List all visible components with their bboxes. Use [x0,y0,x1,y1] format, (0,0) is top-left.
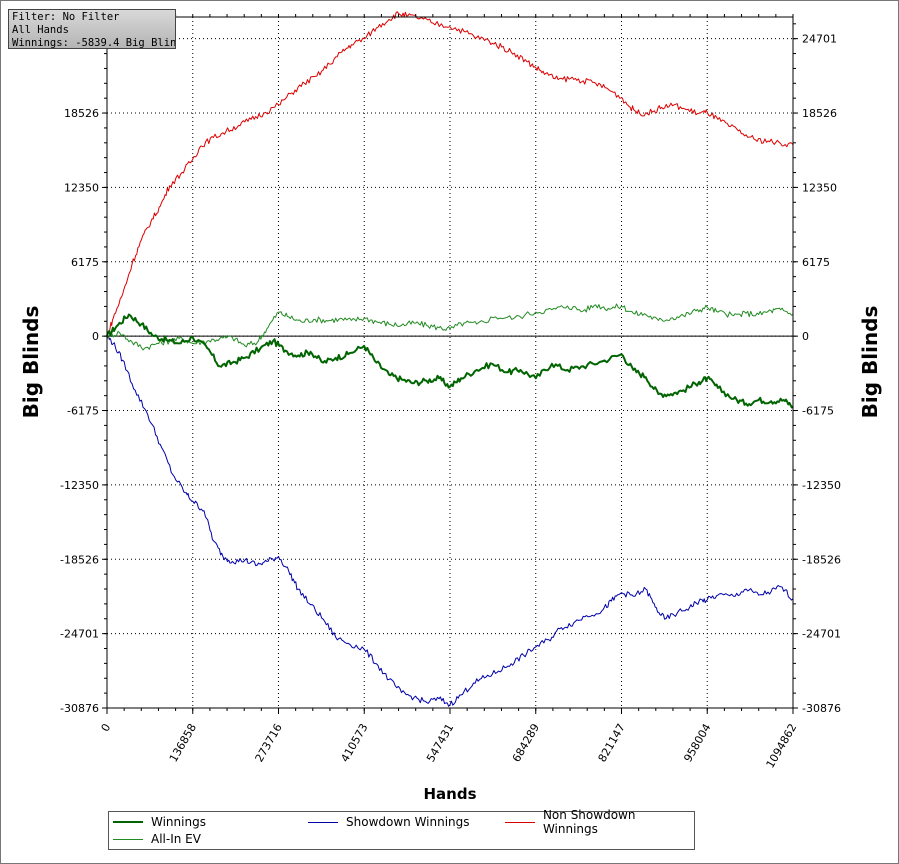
legend-label-allin-ev: All-In EV [151,832,201,846]
x-tick-label: 958004 [681,721,713,764]
y-tick-label-left: -30876 [60,702,99,715]
legend-label-showdown: Showdown Winnings [346,815,470,829]
series-line-non-showdown-winnings [106,11,794,337]
y-tick-label-right: 12350 [802,181,837,194]
y-tick-label-left: -18526 [60,553,99,566]
x-tick-label: 273716 [253,721,285,764]
y-tick-label-left: -24701 [60,628,99,641]
x-tick-label: 0 [99,721,114,734]
y-tick-label-right: -30876 [802,702,841,715]
y-tick-label-right: 18526 [802,107,837,120]
series-line-all-in-ev [106,303,794,351]
y-axis-title-left: Big Blinds [19,306,43,419]
legend-label-non-showdown: Non Showdown Winnings [542,808,636,836]
y-tick-label-left: 0 [92,330,99,343]
legend-label-winnings: Winnings [151,815,206,829]
legend-swatch-winnings [113,821,143,823]
y-tick-label-right: 0 [802,330,809,343]
x-tick-label: 821147 [596,721,628,764]
y-tick-label-right: -6175 [802,405,834,418]
legend-item-showdown: Showdown Winnings [308,814,470,830]
y-tick-label-right: -24701 [802,628,841,641]
series-line-winnings [106,313,794,409]
y-tick-label-left: -6175 [67,405,99,418]
x-axis-title: Hands [423,785,476,803]
legend-swatch-non-showdown [505,821,535,823]
x-tick-label: 547431 [424,721,456,764]
legend-item-winnings: Winnings [113,814,206,830]
legend-swatch-allin-ev [113,838,143,840]
legend-item-allin-ev: All-In EV [113,831,201,847]
plot-border [106,16,794,709]
y-tick-label-left: 18526 [64,107,99,120]
x-tick-label: 410573 [338,721,370,764]
y-axis-title-right: Big Blinds [858,306,882,419]
y-tick-label-left: 6175 [71,256,99,269]
legend-item-non-showdown: Non Showdown Winnings [505,808,694,836]
y-tick-label-right: 6175 [802,256,830,269]
x-tick-label: 136858 [167,721,199,764]
series-group [106,11,794,707]
info-box: Filter: No Filter All Hands Winnings: -5… [8,9,176,49]
y-tick-label-left: -12350 [60,479,99,492]
x-tick-label: 1094862 [764,721,800,770]
series-line-showdown-winnings [106,335,794,707]
y-tick-label-right: -18526 [802,553,841,566]
legend: Winnings All-In EV Showdown Winnings Non… [108,808,695,850]
hands-label: All Hands [12,24,69,36]
y-tick-label-right: -12350 [802,479,841,492]
y-tick-label-left: 12350 [64,181,99,194]
x-tick-label: 684289 [510,721,542,764]
winnings-label: Winnings: -5839.4 Big Blinds [12,37,176,49]
grid [107,17,793,709]
y-tick-label-right: 24701 [802,33,837,46]
filter-label: Filter: No Filter [12,11,120,23]
legend-swatch-showdown [308,821,338,823]
